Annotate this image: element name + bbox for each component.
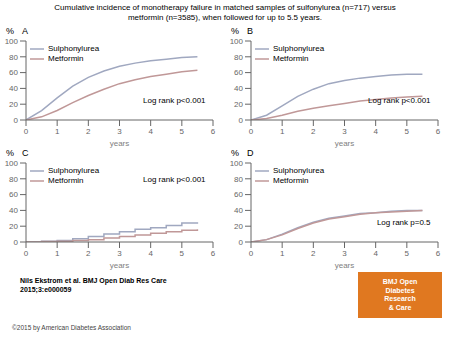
html-text:BMJ Open Diabetes Research & C: BMJ Open Diabetes Research & Care — [382, 278, 418, 311]
svg-text:1: 1 — [280, 127, 285, 136]
html-text:Sulphonylurea: Sulphonylurea — [48, 44, 100, 53]
svg-text:2: 2 — [311, 127, 316, 136]
svg-text:60: 60 — [234, 190, 243, 199]
svg-text:40: 40 — [9, 84, 18, 93]
svg-text:6: 6 — [211, 127, 216, 136]
svg-text:0: 0 — [249, 127, 254, 136]
svg-text:20: 20 — [9, 222, 18, 231]
svg-text:5: 5 — [180, 249, 185, 258]
html-text:B: B — [247, 26, 253, 36]
svg-text:5: 5 — [405, 127, 410, 136]
html-text:Log rank p<0.001: Log rank p<0.001 — [143, 175, 206, 185]
html-text:Metformin: Metformin — [48, 176, 84, 185]
svg-text:60: 60 — [9, 68, 18, 77]
svg-text:40: 40 — [234, 206, 243, 215]
html-text:Log rank p<0.001: Log rank p<0.001 — [143, 95, 206, 105]
svg-text:80: 80 — [9, 53, 18, 62]
svg-text:80: 80 — [234, 53, 243, 62]
html-text:Sulphonylurea: Sulphonylurea — [273, 44, 325, 53]
svg-text:100: 100 — [8, 159, 19, 168]
html-text:Metformin: Metformin — [48, 54, 84, 63]
svg-text:80: 80 — [9, 175, 18, 184]
html-text:Sulphonylurea: Sulphonylurea — [273, 166, 325, 175]
html-text:Log rank p=0.5: Log rank p=0.5 — [376, 217, 431, 227]
svg-text:5: 5 — [405, 249, 410, 258]
html-text:Metformin: Metformin — [273, 176, 309, 185]
svg-text:0: 0 — [24, 249, 29, 258]
svg-text:0: 0 — [249, 249, 254, 258]
svg-text:0: 0 — [239, 116, 244, 125]
svg-text:20: 20 — [9, 100, 18, 109]
svg-text:6: 6 — [436, 249, 441, 258]
svg-text:100: 100 — [230, 159, 244, 168]
svg-text:years: years — [110, 261, 130, 270]
svg-text:4: 4 — [148, 127, 153, 136]
svg-text:2: 2 — [86, 127, 91, 136]
svg-text:100: 100 — [230, 37, 244, 46]
svg-text:years: years — [110, 139, 130, 148]
html-text:Cumulative incidence of monoth: Cumulative incidence of monotherapy fail… — [54, 3, 396, 22]
svg-text:1: 1 — [55, 249, 60, 258]
svg-text:4: 4 — [148, 249, 153, 258]
svg-text:0: 0 — [14, 238, 19, 247]
svg-text:3: 3 — [117, 249, 122, 258]
svg-text:2: 2 — [311, 249, 316, 258]
svg-text:80: 80 — [234, 175, 243, 184]
html-text:Metformin: Metformin — [273, 54, 309, 63]
svg-text:20: 20 — [234, 100, 243, 109]
svg-text:4: 4 — [373, 249, 378, 258]
svg-text:years: years — [335, 261, 355, 270]
svg-text:40: 40 — [234, 84, 243, 93]
svg-text:6: 6 — [211, 249, 216, 258]
svg-text:0: 0 — [24, 127, 29, 136]
svg-text:5: 5 — [180, 127, 185, 136]
svg-text:3: 3 — [117, 127, 122, 136]
svg-text:60: 60 — [234, 68, 243, 77]
svg-text:3: 3 — [342, 249, 347, 258]
html-text:Nils Ekstrom et al. BMJ Open D: Nils Ekstrom et al. BMJ Open Diab Res Ca… — [20, 277, 167, 293]
svg-text:years: years — [335, 139, 355, 148]
html-text:©2015 by American Diabetes Ass: ©2015 by American Diabetes Association — [12, 324, 131, 331]
svg-text:3: 3 — [342, 127, 347, 136]
svg-text:1: 1 — [280, 249, 285, 258]
html-text:Sulphonylurea: Sulphonylurea — [48, 166, 100, 175]
svg-text:0: 0 — [239, 238, 244, 247]
svg-text:100: 100 — [8, 37, 19, 46]
html-text:D: D — [247, 148, 254, 158]
html-text:Log rank p<0.001: Log rank p<0.001 — [368, 95, 431, 105]
svg-text:2: 2 — [86, 249, 91, 258]
svg-text:60: 60 — [9, 190, 18, 199]
svg-text:0: 0 — [14, 116, 19, 125]
svg-text:4: 4 — [373, 127, 378, 136]
svg-text:20: 20 — [234, 222, 243, 231]
svg-text:1: 1 — [55, 127, 60, 136]
html-text:A: A — [22, 26, 28, 36]
svg-text:6: 6 — [436, 127, 441, 136]
html-text:C: C — [22, 148, 29, 158]
svg-text:40: 40 — [9, 206, 18, 215]
